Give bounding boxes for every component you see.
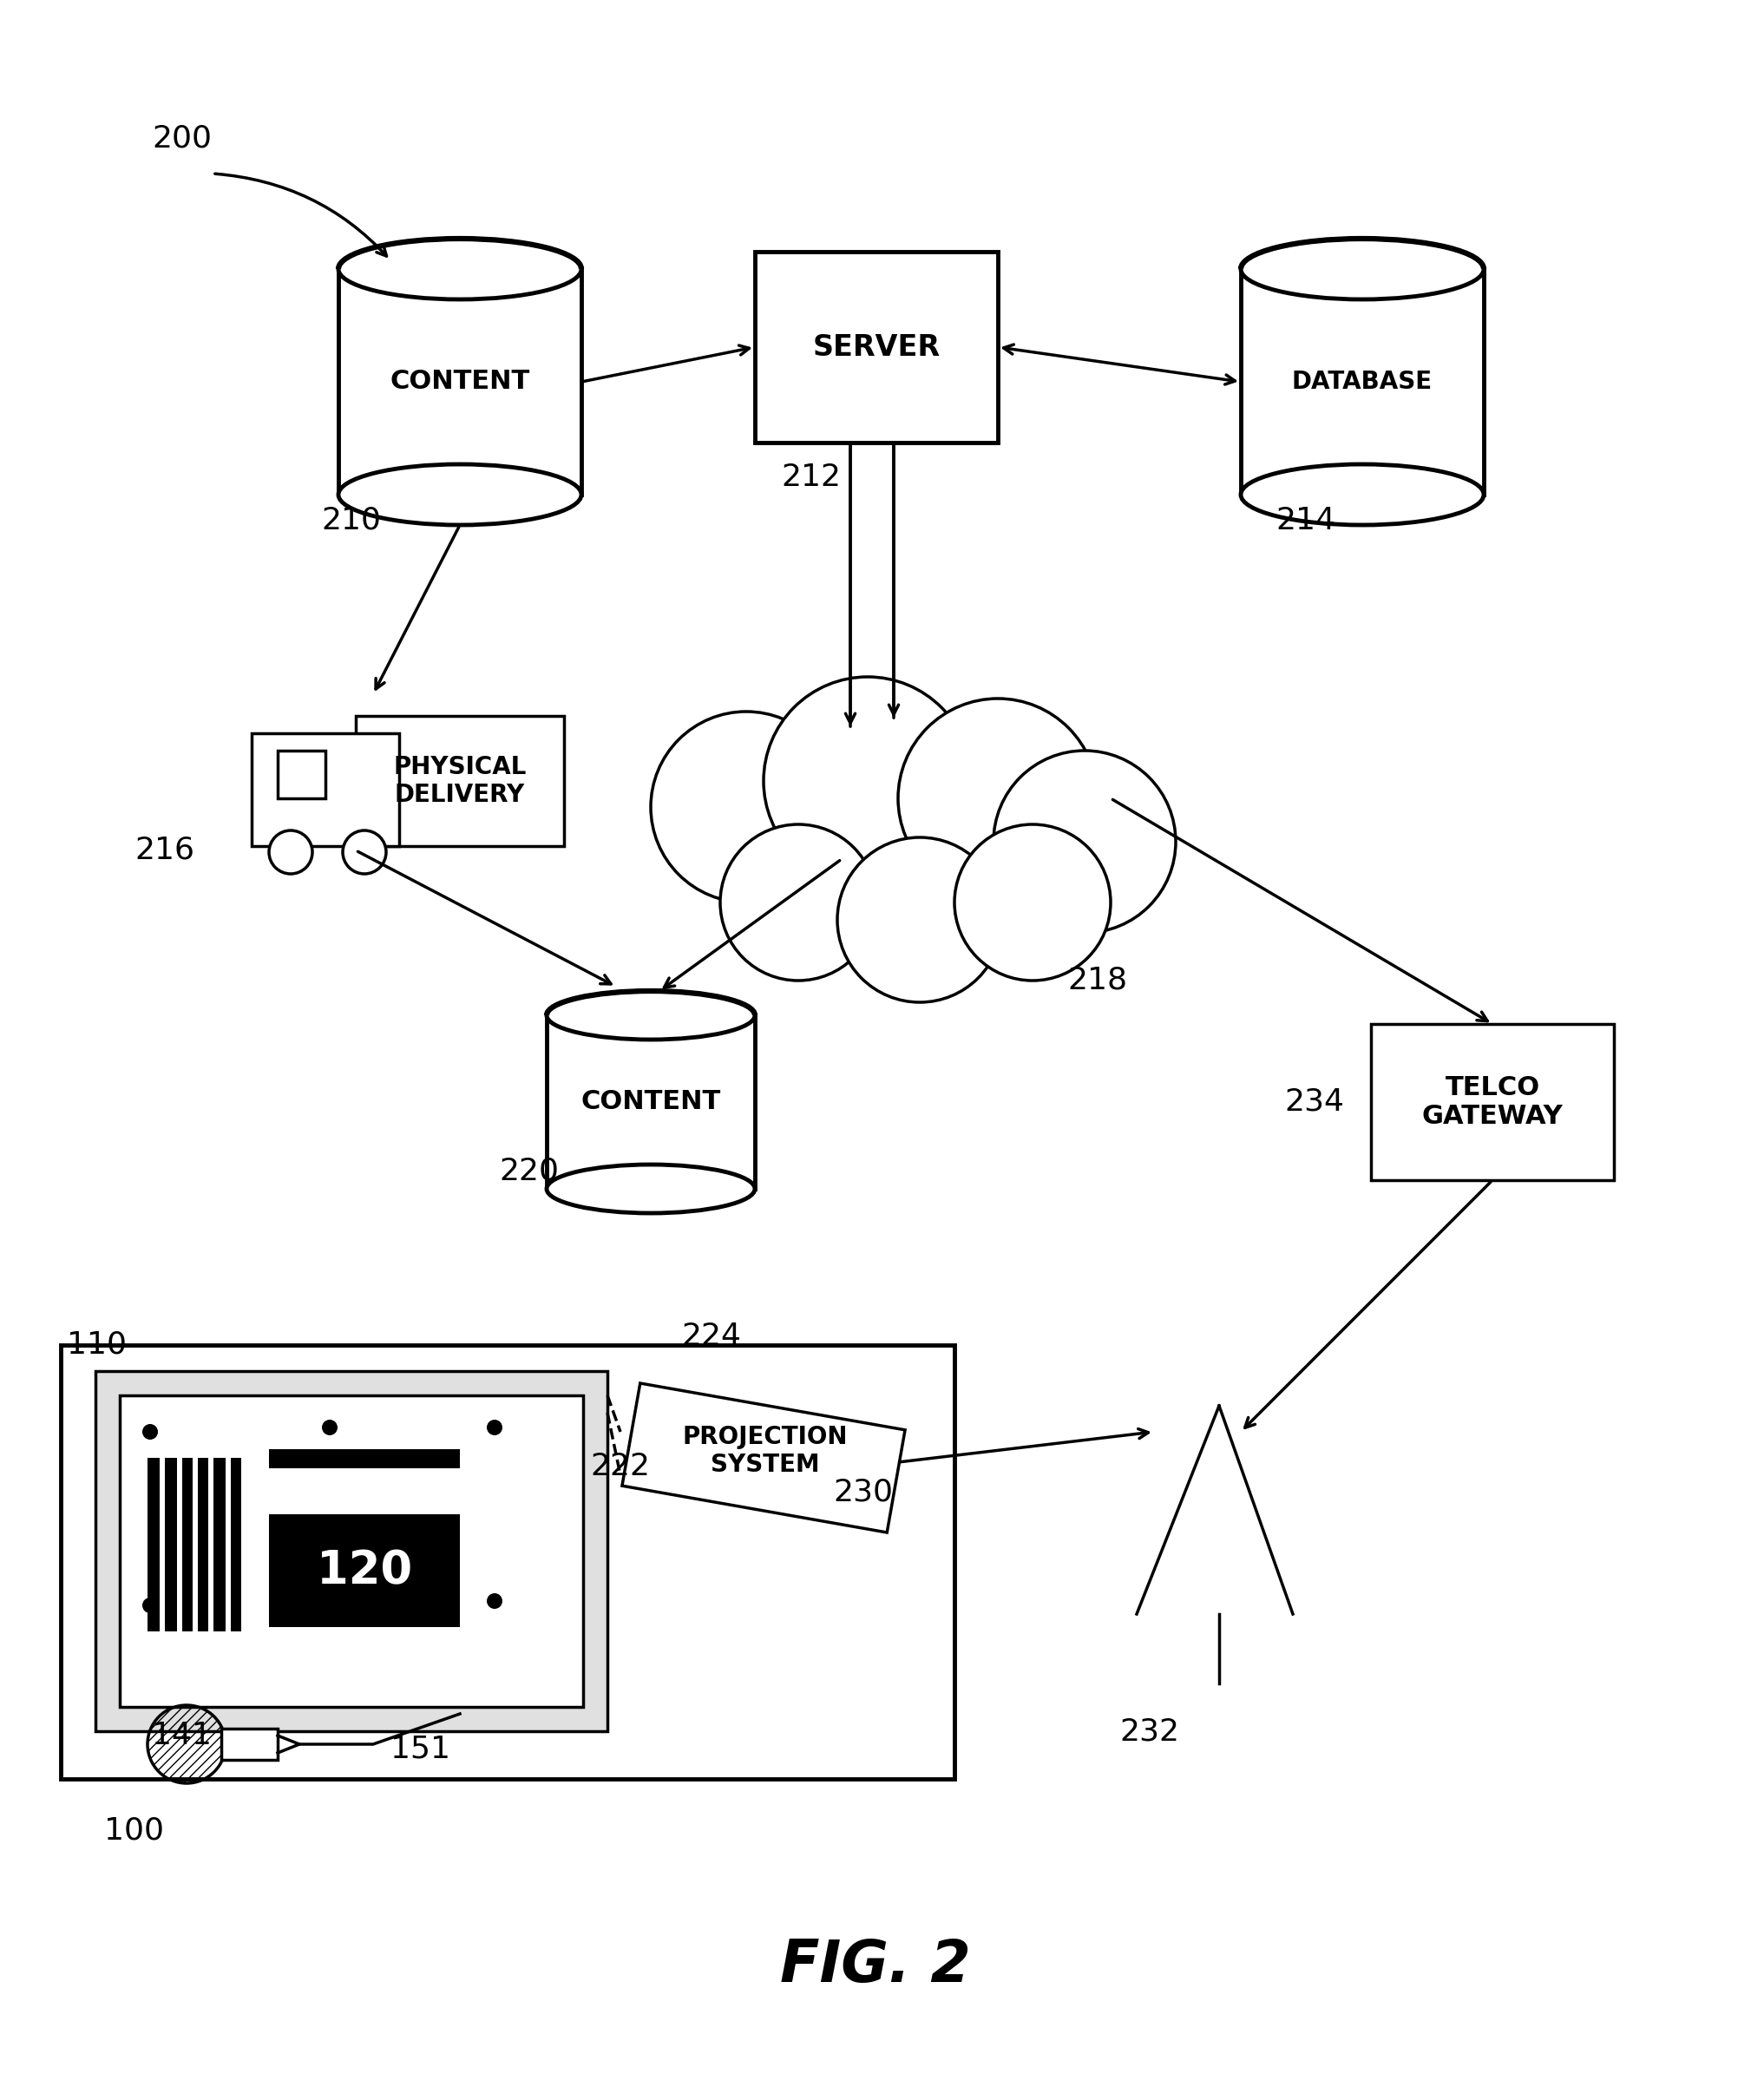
Circle shape	[651, 712, 842, 903]
Text: CONTENT: CONTENT	[581, 1090, 721, 1115]
Bar	[270, 1468, 461, 1485]
Text: 224: 224	[681, 1321, 741, 1350]
Bar	[147, 1457, 159, 1632]
Text: 141: 141	[152, 1720, 212, 1749]
Circle shape	[954, 825, 1110, 981]
Text: 214: 214	[1275, 506, 1336, 536]
Bar	[755, 252, 998, 443]
Ellipse shape	[1241, 239, 1483, 300]
Text: 100: 100	[103, 1817, 165, 1846]
Circle shape	[993, 750, 1175, 932]
Text: PROJECTION
SYSTEM: PROJECTION SYSTEM	[683, 1424, 847, 1476]
Bar	[270, 1514, 461, 1628]
Bar	[355, 716, 564, 846]
Circle shape	[763, 676, 972, 884]
Bar	[270, 1474, 461, 1495]
Text: FIG. 2: FIG. 2	[781, 1936, 970, 1995]
Bar	[338, 269, 581, 496]
Ellipse shape	[1241, 464, 1483, 525]
Ellipse shape	[343, 830, 387, 874]
Bar	[96, 1371, 608, 1730]
Text: 222: 222	[590, 1451, 650, 1480]
Text: 110: 110	[67, 1329, 126, 1361]
Text: 151: 151	[390, 1735, 450, 1764]
Bar	[221, 1728, 278, 1760]
Text: DATABASE: DATABASE	[1292, 370, 1432, 395]
Bar	[278, 750, 326, 798]
Ellipse shape	[546, 1166, 755, 1214]
Circle shape	[487, 1420, 503, 1434]
Circle shape	[322, 1420, 338, 1434]
Bar	[252, 733, 399, 846]
Text: PHYSICAL
DELIVERY: PHYSICAL DELIVERY	[394, 754, 527, 806]
Bar	[546, 1014, 755, 1189]
Text: 212: 212	[781, 462, 840, 491]
Text: SERVER: SERVER	[812, 332, 940, 361]
Text: CONTENT: CONTENT	[390, 370, 531, 395]
Bar	[622, 1384, 905, 1533]
Ellipse shape	[338, 464, 581, 525]
Text: 210: 210	[320, 506, 382, 536]
Bar	[165, 1457, 177, 1632]
Bar	[270, 1493, 461, 1510]
Text: 200: 200	[152, 124, 212, 153]
Ellipse shape	[338, 239, 581, 300]
Bar	[214, 1457, 226, 1632]
Bar	[270, 1449, 461, 1497]
Text: 232: 232	[1119, 1716, 1178, 1745]
Bar	[1371, 1025, 1614, 1180]
Circle shape	[720, 825, 876, 981]
Bar	[61, 1344, 954, 1779]
Text: TELCO
GATEWAY: TELCO GATEWAY	[1422, 1075, 1564, 1130]
Text: 234: 234	[1283, 1088, 1345, 1117]
Bar	[231, 1457, 242, 1632]
Text: 120: 120	[317, 1548, 411, 1594]
Circle shape	[142, 1424, 158, 1441]
Ellipse shape	[546, 991, 755, 1040]
Bar	[182, 1457, 193, 1632]
Bar	[1241, 269, 1483, 496]
Text: 218: 218	[1068, 966, 1128, 995]
Bar	[119, 1394, 583, 1707]
Ellipse shape	[270, 830, 312, 874]
Circle shape	[487, 1594, 503, 1609]
Circle shape	[142, 1598, 158, 1613]
Text: 230: 230	[833, 1478, 893, 1508]
Text: 216: 216	[135, 836, 194, 865]
Circle shape	[837, 838, 1002, 1002]
Text: 220: 220	[499, 1157, 559, 1186]
Circle shape	[898, 699, 1098, 899]
Bar	[198, 1457, 208, 1632]
